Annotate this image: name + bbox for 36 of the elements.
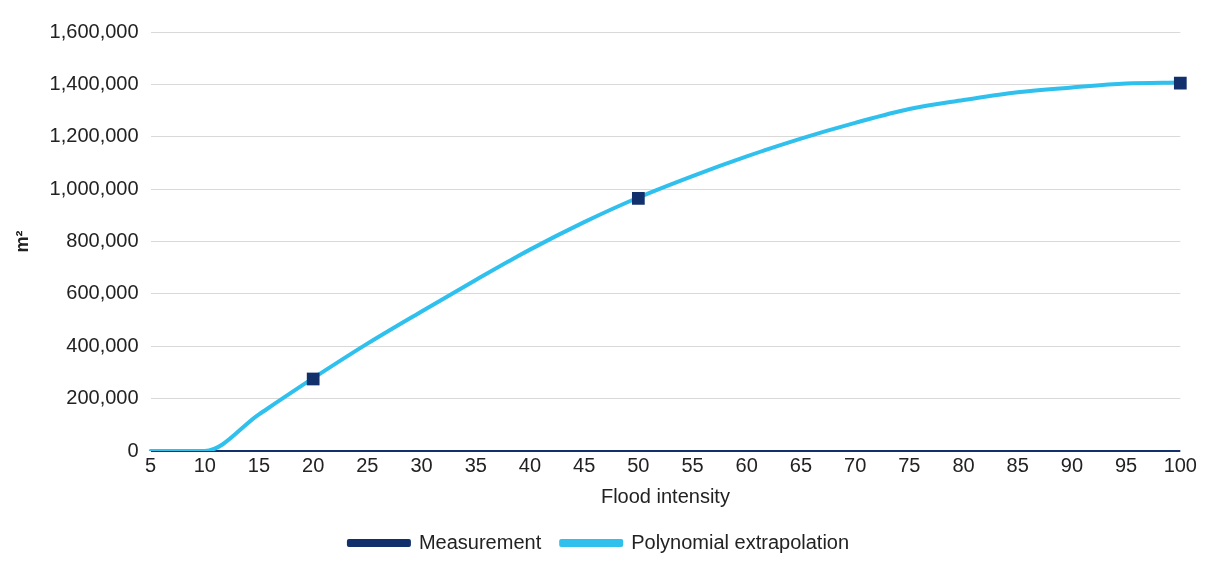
y-tick-label: 200,000 <box>66 386 139 409</box>
y-tick-label: 800,000 <box>66 229 139 252</box>
x-tick-label: 5 <box>145 453 157 476</box>
x-tick-label: 70 <box>844 453 867 476</box>
y-tick-label: 400,000 <box>66 333 139 356</box>
y-tick-label: 1,600,000 <box>49 19 139 42</box>
x-tick-label: 85 <box>1006 453 1029 476</box>
x-tick-label: 95 <box>1114 453 1138 476</box>
x-tick-label: 90 <box>1060 453 1084 476</box>
x-tick-label: 30 <box>410 453 433 476</box>
x-tick-label: 20 <box>302 453 325 476</box>
x-tick-label: 60 <box>735 453 758 476</box>
y-tick-label: 0 <box>127 438 139 461</box>
x-tick-label: 100 <box>1163 453 1197 476</box>
y-tick-label: 1,200,000 <box>49 124 139 147</box>
y-tick-label: 1,000,000 <box>49 176 139 199</box>
x-tick-label: 40 <box>518 453 542 476</box>
legend-label: Measurement <box>418 530 542 553</box>
y-tick-label: 600,000 <box>66 281 139 304</box>
x-tick-label: 75 <box>898 453 921 476</box>
x-tick-label: 80 <box>952 453 975 476</box>
x-tick-label: 10 <box>193 453 216 476</box>
point <box>631 191 645 205</box>
x-tick-label: 65 <box>789 453 813 476</box>
x-tick-label: 25 <box>356 453 379 476</box>
y-tick-label: 1,400,000 <box>49 71 139 94</box>
x-axis-title: Flood intensity <box>600 484 730 507</box>
y-axis-title: m² <box>11 230 32 253</box>
legend-label: Polynomial extrapolation <box>631 530 850 553</box>
x-tick-label: 55 <box>681 453 704 476</box>
point <box>306 372 320 386</box>
x-tick-label: 50 <box>627 453 650 476</box>
x-tick-label: 45 <box>573 453 596 476</box>
point <box>1173 76 1187 90</box>
x-tick-label: 35 <box>464 453 487 476</box>
x-tick-label: 15 <box>247 453 271 476</box>
